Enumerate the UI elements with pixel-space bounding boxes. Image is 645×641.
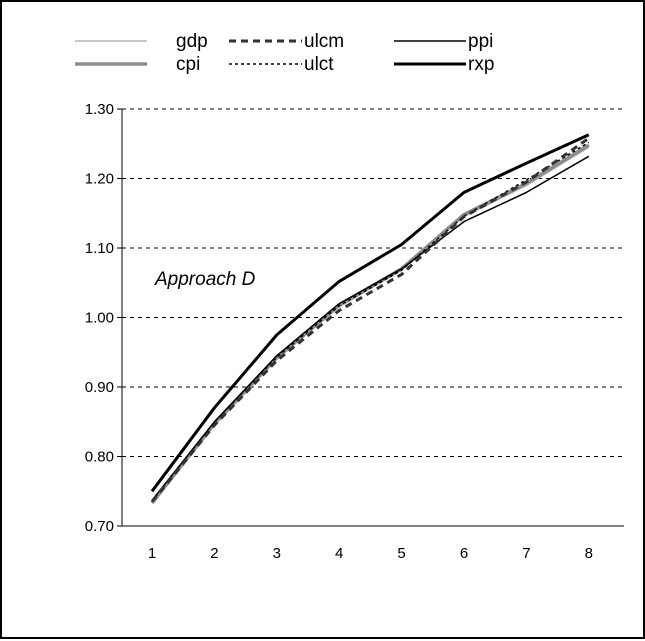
x-tick-label: 5: [397, 545, 405, 562]
legend-label-cpi: cpi: [176, 54, 200, 75]
series-line-ppi: [151, 155, 590, 501]
y-tick-label: 1.00: [85, 310, 114, 327]
x-tick-label: 4: [335, 545, 343, 562]
y-tick-label: 0.70: [85, 518, 114, 535]
x-tick-label: 2: [210, 545, 218, 562]
x-tick-label: 8: [585, 545, 593, 562]
y-tick-label: 1.20: [85, 171, 114, 188]
legend-label-ulct: ulct: [304, 54, 334, 75]
legend-label-gdp: gdp: [176, 31, 208, 52]
tick-labels: 0.70 0.80 0.90 1.00 1.10 1.20 1.30 1 2 3 4 5 6 7 8: [85, 101, 593, 562]
y-tick-label: 1.30: [85, 101, 114, 118]
y-tick-label: 0.80: [85, 449, 114, 466]
x-tick-label: 6: [460, 545, 468, 562]
legend-label-ppi: ppi: [468, 31, 493, 52]
series-line-ulcm: [150, 136, 590, 503]
legend-label-rxp: rxp: [468, 54, 494, 75]
series-line-gdp: [151, 146, 590, 503]
chart-annotation: Approach D: [154, 269, 256, 290]
series-line-cpi: [150, 143, 590, 505]
y-tick-label: 1.10: [85, 240, 114, 257]
legend-label-ulcm: ulcm: [304, 31, 344, 52]
series-line-ulct: [151, 141, 590, 502]
series-line-rxp: [150, 133, 590, 493]
axes: [117, 108, 624, 527]
x-tick-label: 7: [522, 545, 530, 562]
gridlines: [122, 108, 624, 457]
series-lines: [150, 133, 590, 505]
legend: gdp ulcm ppi cpi ulct rxp: [75, 31, 494, 75]
x-tick-label: 1: [148, 545, 156, 562]
x-tick-label: 3: [273, 545, 281, 562]
y-tick-label: 0.90: [85, 379, 114, 396]
